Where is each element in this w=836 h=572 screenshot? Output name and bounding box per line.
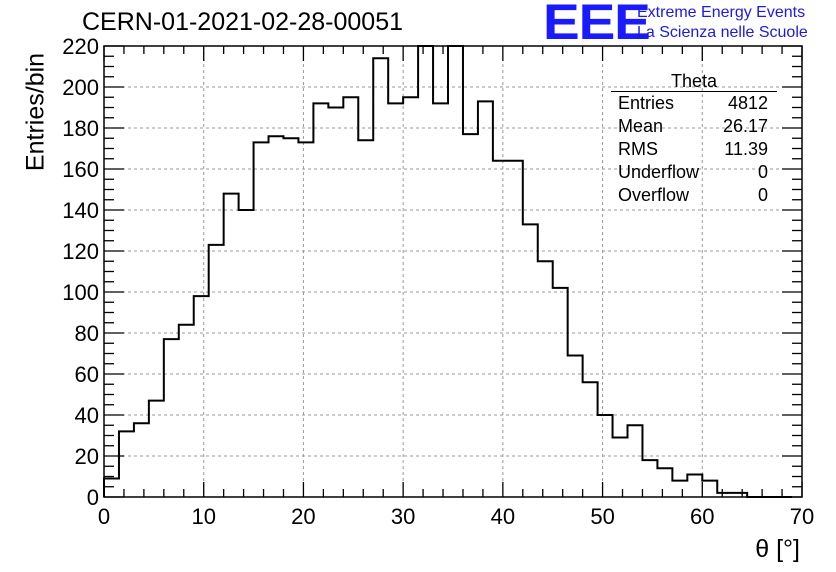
histogram-bin	[403, 97, 418, 497]
x-tick-label: 30	[391, 504, 415, 529]
histogram-bin	[508, 161, 523, 497]
axes: 0 10 20 30 40 50 60 70 0 20 40 60 80 100 120 140 160 180 2…	[62, 34, 814, 529]
histogram-bin	[568, 356, 583, 497]
y-tick-label: 220	[62, 34, 99, 59]
x-tick-label: 60	[690, 504, 714, 529]
histogram-bin	[269, 136, 284, 497]
eee-logo: EEE	[543, 0, 651, 50]
histogram-bin	[298, 142, 313, 497]
stats-row-mean: Mean 26.17	[611, 115, 777, 138]
histogram-bin	[224, 194, 239, 497]
y-tick-label: 20	[75, 444, 99, 469]
stats-label: Overflow	[618, 185, 690, 205]
y-tick-label: 0	[87, 485, 99, 510]
histogram-bin	[538, 261, 553, 497]
y-tick-label: 60	[75, 362, 99, 387]
x-tick-label: 50	[590, 504, 614, 529]
histogram-bin	[254, 142, 269, 497]
y-axis-label: Entries/bin	[21, 52, 50, 172]
histogram-bin	[164, 339, 179, 497]
histogram-bin	[418, 46, 433, 497]
grid	[104, 45, 802, 497]
x-tick-label: 40	[491, 504, 515, 529]
stats-row-overflow: Overflow 0	[611, 184, 777, 207]
histogram-bin	[448, 46, 463, 497]
histogram-bin	[672, 481, 687, 497]
x-tick-label: 70	[790, 504, 814, 529]
histogram-bin	[328, 108, 343, 498]
histogram-bin	[119, 431, 134, 497]
logo-line-1: Extreme Energy Events	[637, 4, 806, 21]
stats-label: Mean	[618, 116, 664, 136]
histogram-bin	[433, 103, 448, 497]
histogram-bin	[583, 382, 598, 497]
stats-title: Theta	[611, 71, 777, 92]
x-tick-label: 0	[98, 504, 110, 529]
x-tick-label: 10	[191, 504, 215, 529]
y-tick-label: 180	[62, 116, 99, 141]
histogram-bin	[642, 460, 657, 497]
y-tick-label: 120	[62, 239, 99, 264]
stats-value: 0	[757, 185, 768, 205]
y-tick-label: 80	[75, 321, 99, 346]
histogram-bin	[493, 161, 508, 497]
histogram-bin	[628, 425, 643, 497]
histogram-bin	[283, 138, 298, 497]
stats-value: 0	[757, 162, 768, 182]
stats-row-entries: Entries 4812	[611, 92, 777, 115]
histogram-bin	[478, 101, 493, 497]
chart-title: CERN-01-2021-02-28-00051	[82, 8, 404, 36]
histogram-bin	[657, 468, 672, 497]
y-tick-label: 160	[62, 157, 99, 182]
stats-label: RMS	[618, 139, 658, 159]
histogram-bin	[239, 210, 254, 497]
histogram-bin	[313, 103, 328, 497]
stats-row-rms: RMS 11.39	[611, 138, 777, 161]
stats-value: 11.39	[724, 139, 768, 159]
y-tick-label: 200	[62, 75, 99, 100]
histogram-bin	[463, 134, 478, 497]
stats-row-underflow: Underflow 0	[611, 161, 777, 184]
histogram-bin	[613, 438, 628, 497]
histogram-bin	[194, 296, 209, 497]
histogram-bin	[553, 288, 568, 497]
y-tick-label: 140	[62, 198, 99, 223]
histogram-bin	[179, 325, 194, 497]
logo-line-2: La Scienza nelle Scuole	[637, 24, 808, 41]
histogram-bin	[149, 401, 164, 497]
x-tick-label: 20	[291, 504, 315, 529]
histogram-bin	[209, 245, 224, 497]
histogram-bin	[388, 103, 403, 497]
x-axis-label: θ [°]	[755, 535, 800, 563]
histogram-bin	[358, 140, 373, 497]
histogram-bin	[104, 479, 119, 497]
stats-value: 4812	[727, 93, 768, 113]
stats-value: 26.17	[722, 116, 768, 136]
histogram-bin	[134, 423, 149, 497]
histogram-bin	[702, 481, 717, 497]
y-tick-label: 100	[62, 280, 99, 305]
stats-label: Underflow	[618, 162, 700, 182]
histogram-bin	[687, 474, 702, 497]
stats-box: Theta Entries 4812 Mean 26.17 RMS 11.39 …	[611, 71, 777, 207]
histogram-bin	[373, 58, 388, 497]
y-tick-label: 40	[75, 403, 99, 428]
histogram-bin	[343, 97, 358, 497]
stats-label: Entries	[618, 93, 675, 113]
